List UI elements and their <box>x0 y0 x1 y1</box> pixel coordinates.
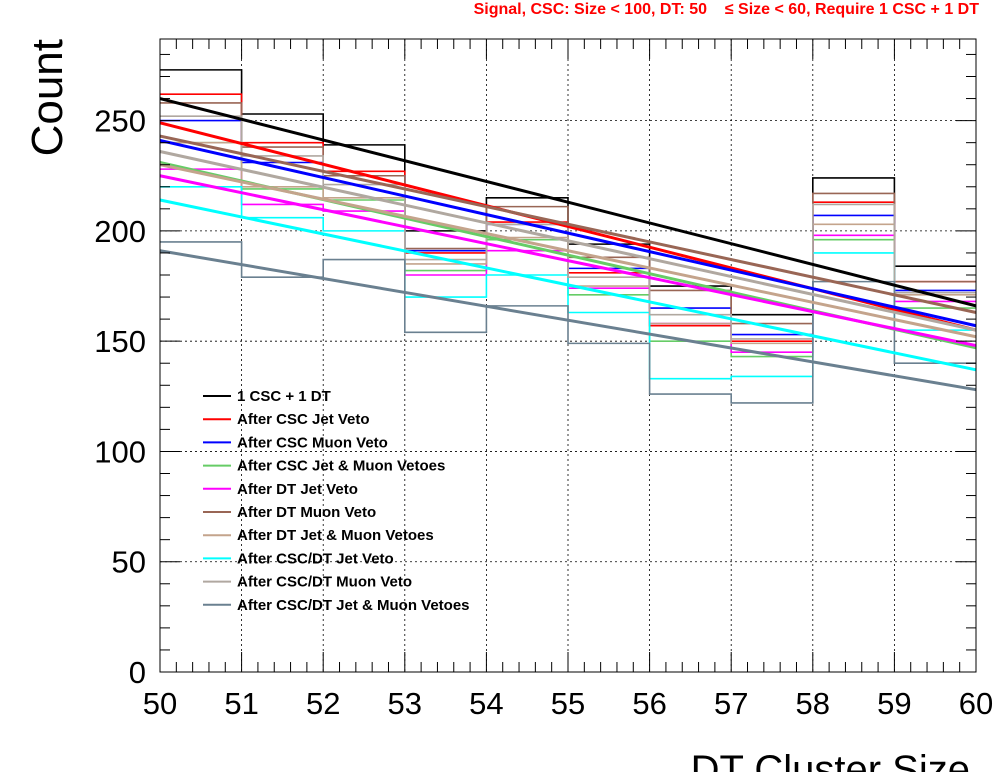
legend-label: After DT Jet & Muon Vetoes <box>237 527 434 544</box>
fit-line-after-csc-dt-jet-veto <box>159 198 977 372</box>
fit-line-after-dt-muon-veto <box>159 134 977 314</box>
legend-label: After DT Jet Veto <box>237 481 358 498</box>
legend-label: After DT Muon Veto <box>237 504 376 521</box>
legend-label: After CSC/DT Jet Veto <box>237 550 394 567</box>
x-axis-label: DT Cluster Size <box>691 748 970 772</box>
y-tick-label: 200 <box>94 214 146 249</box>
x-tick-label: 51 <box>224 686 258 721</box>
histogram-series <box>160 69 976 404</box>
x-tick-label: 50 <box>143 686 177 721</box>
fit-lines <box>159 97 977 392</box>
fit-line-after-dt-jet-veto <box>159 174 977 348</box>
y-tick-label: 50 <box>112 545 146 580</box>
x-tick-label: 60 <box>959 686 993 721</box>
y-tick-label: 250 <box>94 104 146 139</box>
x-tick-label: 52 <box>306 686 340 721</box>
x-tick-label: 56 <box>632 686 666 721</box>
legend: 1 CSC + 1 DT After CSC Jet Veto After CSC … <box>203 388 470 614</box>
fit-line-after-csc-dt-muon-veto <box>159 150 977 332</box>
x-tick-label: 54 <box>469 686 503 721</box>
y-tick-label: 150 <box>94 324 146 359</box>
fit-line-1-csc-1-dt <box>159 97 977 308</box>
y-tick-label: 0 <box>129 655 146 690</box>
legend-label: 1 CSC + 1 DT <box>237 388 331 405</box>
legend-label: After CSC Jet & Muon Vetoes <box>237 458 445 475</box>
chart-title: Signal, CSC: Size < 100, DT: 50 ≤ Size <… <box>473 1 979 18</box>
legend-label: After CSC/DT Jet & Muon Vetoes <box>237 597 470 614</box>
legend-label: After CSC/DT Muon Veto <box>237 574 412 591</box>
legend-label: After CSC Jet Veto <box>237 411 370 428</box>
y-axis-label: Count <box>23 39 72 156</box>
x-tick-label: 55 <box>551 686 585 721</box>
x-tick-label: 57 <box>714 686 748 721</box>
legend-label: After CSC Muon Veto <box>237 434 388 451</box>
fit-line-after-dt-jet-muon-vetoes <box>159 163 977 339</box>
axis-ticks <box>159 39 977 673</box>
fit-line-after-csc-dt-jet-muon-vetoes <box>159 249 977 392</box>
x-tick-label: 53 <box>388 686 422 721</box>
x-tick-label: 58 <box>796 686 830 721</box>
fit-line-after-csc-muon-veto <box>159 138 977 328</box>
y-tick-label: 100 <box>94 434 146 469</box>
x-tick-label: 59 <box>877 686 911 721</box>
